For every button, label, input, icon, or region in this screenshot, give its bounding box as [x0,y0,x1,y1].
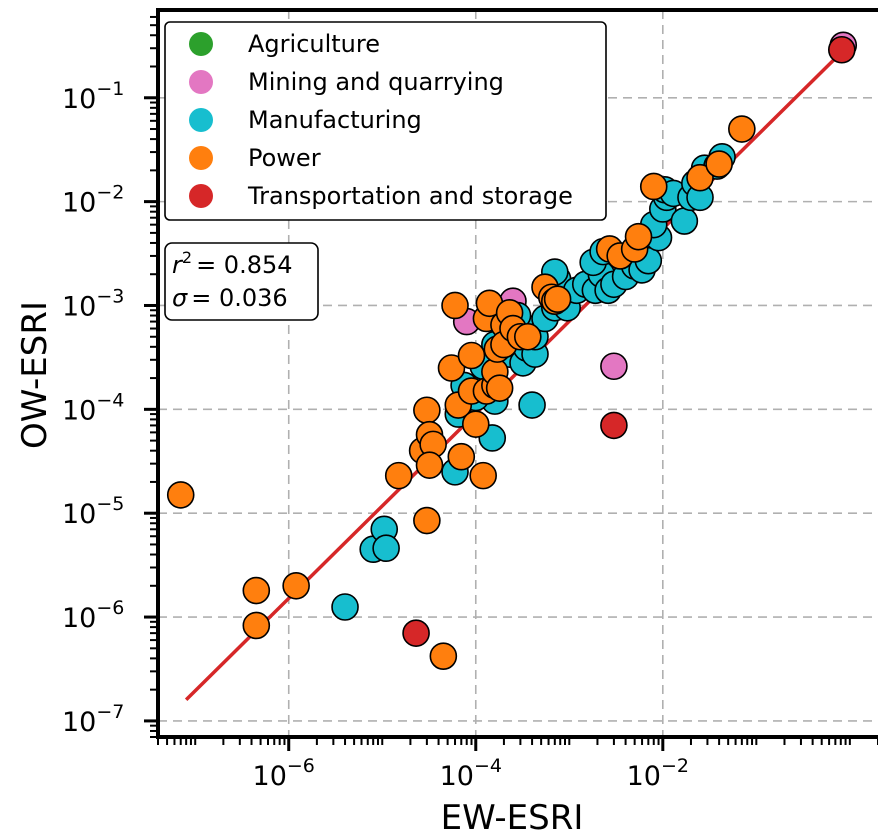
data-point [447,442,476,471]
series-power [166,115,756,670]
plot-frame [156,8,878,739]
data-point [429,642,458,670]
data-point [384,461,413,490]
legend-marker [189,108,213,132]
x-tick-label: 10−2 [627,755,689,792]
data-point [469,461,497,490]
data-point [282,571,310,600]
data-point [242,576,271,605]
x-tick-label: 10−6 [253,755,315,792]
data-point [728,115,756,143]
data-point [437,354,466,382]
legend-marker [189,184,213,208]
data-point [639,172,668,201]
data-point [402,619,430,647]
stats-box-frame [164,242,319,321]
legend: Agriculture Mining and quarrying Manufactu… [164,21,607,221]
plot-border [156,8,878,739]
legend-label: Agriculture [248,30,380,58]
data-point [457,341,486,370]
ticks: 10−6 10−4 10−2 10−7 10−6 10−5 10−4 10−3 10−2 10−1 [62,15,878,792]
y-tick-label: 10−6 [62,597,124,634]
data-point [600,411,628,440]
data-point [415,451,444,479]
legend-box [164,21,607,221]
x-tick-label: 10−4 [440,755,502,792]
data-point [827,35,856,64]
data-point [441,291,469,320]
y-tick-label: 10−2 [62,182,124,219]
y-tick-label: 10−1 [62,78,124,115]
data-point [331,593,359,621]
data-point [600,352,628,381]
data-point [485,374,514,402]
legend-label: Transportation and storage [247,182,573,210]
series-transportation-and-storage [402,35,856,647]
y-tick-label: 10−7 [62,701,124,738]
y-tick-label: 10−5 [62,493,124,530]
y-tick-label: 10−3 [62,285,124,322]
r2-stat: r2 = 0.854 [172,248,293,279]
data-point [686,163,714,192]
y-axis-title: OW-ESRI [15,301,55,449]
data-point [543,285,572,313]
data-point [670,207,699,235]
data-point [413,396,441,425]
data-point [166,481,195,509]
data-point [518,391,546,419]
legend-label: Power [248,144,321,172]
data-point [242,611,271,640]
legend-marker [189,146,213,170]
legend-marker [189,32,213,56]
legend-label: Manufacturing [248,106,422,134]
legend-label: Mining and quarrying [248,68,504,96]
data-points [166,31,858,670]
sigma-stat: σ = 0.036 [172,284,288,312]
data-point [372,534,400,563]
data-point [705,150,733,178]
x-axis-title: EW-ESRI [441,798,584,836]
data-point [461,410,490,438]
legend-marker [189,70,213,94]
data-point [624,222,653,251]
data-point [513,322,542,351]
y-tick-label: 10−4 [62,389,124,426]
stats-box: r2 = 0.854 σ = 0.036 [164,242,319,321]
data-point [413,506,441,535]
